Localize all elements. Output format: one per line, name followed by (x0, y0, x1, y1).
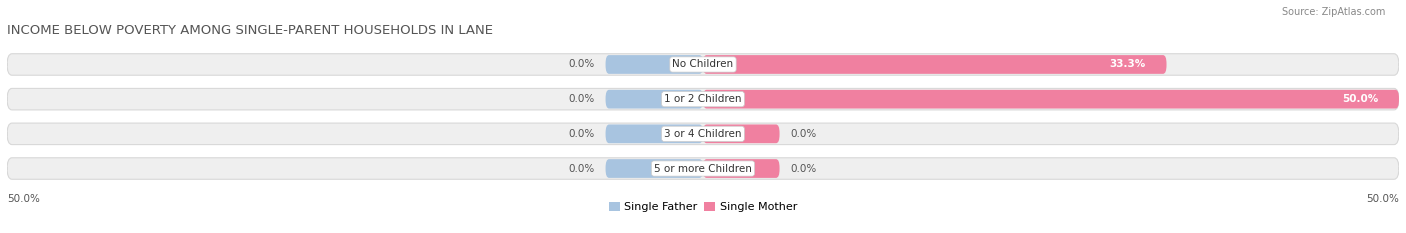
Text: 33.3%: 33.3% (1109, 59, 1146, 69)
Text: 50.0%: 50.0% (1341, 94, 1378, 104)
Text: 5 or more Children: 5 or more Children (654, 164, 752, 174)
FancyBboxPatch shape (703, 55, 1167, 74)
Text: 0.0%: 0.0% (790, 129, 817, 139)
Text: 0.0%: 0.0% (568, 59, 595, 69)
Text: 1 or 2 Children: 1 or 2 Children (664, 94, 742, 104)
Text: 0.0%: 0.0% (790, 164, 817, 174)
FancyBboxPatch shape (606, 159, 703, 178)
FancyBboxPatch shape (703, 159, 779, 178)
Text: 0.0%: 0.0% (568, 164, 595, 174)
FancyBboxPatch shape (606, 124, 703, 143)
Text: 50.0%: 50.0% (7, 194, 39, 204)
FancyBboxPatch shape (606, 55, 703, 74)
Text: Source: ZipAtlas.com: Source: ZipAtlas.com (1281, 7, 1385, 17)
FancyBboxPatch shape (703, 90, 1399, 109)
FancyBboxPatch shape (606, 90, 703, 109)
FancyBboxPatch shape (7, 158, 1399, 179)
FancyBboxPatch shape (7, 54, 1399, 75)
Text: 0.0%: 0.0% (568, 94, 595, 104)
FancyBboxPatch shape (7, 123, 1399, 145)
Text: No Children: No Children (672, 59, 734, 69)
FancyBboxPatch shape (703, 124, 779, 143)
Text: 0.0%: 0.0% (568, 129, 595, 139)
Text: 3 or 4 Children: 3 or 4 Children (664, 129, 742, 139)
FancyBboxPatch shape (7, 88, 1399, 110)
Legend: Single Father, Single Mother: Single Father, Single Mother (609, 202, 797, 212)
Text: INCOME BELOW POVERTY AMONG SINGLE-PARENT HOUSEHOLDS IN LANE: INCOME BELOW POVERTY AMONG SINGLE-PARENT… (7, 24, 494, 37)
Text: 50.0%: 50.0% (1367, 194, 1399, 204)
